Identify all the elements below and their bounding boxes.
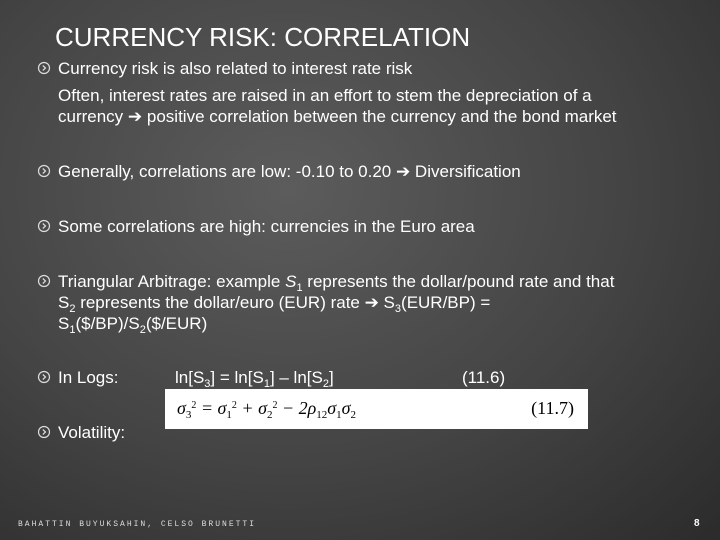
text-run: ] = ln[S: [210, 368, 264, 387]
bullet-icon: [37, 370, 51, 384]
bullet-detail: currency ➔ positive correlation between …: [58, 107, 617, 126]
subscript: 1: [69, 324, 76, 336]
subscript: 2: [69, 303, 76, 315]
text-run: + σ: [236, 398, 267, 418]
subscript: 2: [266, 409, 273, 421]
subscript: 3: [185, 409, 192, 421]
bullet-icon: [37, 61, 51, 75]
text-run: S: [285, 272, 297, 291]
subscript: 3: [394, 303, 402, 315]
text-run: S: [58, 293, 70, 312]
text-run: ($/EUR): [145, 314, 208, 333]
superscript: 2: [191, 400, 197, 411]
bullet-text: S2 represents the dollar/euro (EUR) rate…: [58, 292, 491, 315]
bullet-text: Triangular Arbitrage: example S1 represe…: [58, 271, 615, 294]
text-run: σ: [327, 398, 337, 418]
subscript: 1: [296, 282, 303, 294]
subscript: 2: [322, 378, 329, 390]
equation-number: (11.7): [531, 398, 574, 418]
text-run: σ: [341, 398, 351, 418]
text-run: ln[S: [175, 368, 205, 387]
bullet-icon: [37, 425, 51, 439]
equation-image: σ32 = σ12 + σ22 − 2ρ12σ1σ2 (11.7): [165, 389, 588, 429]
bullet-icon: [37, 164, 51, 178]
text-run: ] – ln[S: [269, 368, 323, 387]
bullet-label: In Logs:: [58, 368, 119, 387]
subscript: 2: [350, 409, 357, 421]
equation-number: (11.6): [462, 368, 506, 387]
superscript: 2: [272, 400, 278, 411]
text-run: σ: [177, 398, 186, 418]
bullet-detail: Often, interest rates are raised in an e…: [58, 86, 592, 105]
text-run: = σ: [196, 398, 227, 418]
text-run: − 2ρ: [277, 398, 317, 418]
title: CURRENCY RISK: CORRELATION: [55, 22, 471, 52]
text-run: (EUR/BP) =: [401, 293, 491, 312]
bullet-text: Generally, correlations are low: -0.10 t…: [58, 162, 521, 181]
bullet-text: Currency risk is also related to interes…: [58, 59, 413, 78]
equation: ln[S3] = ln[S1] – ln[S2]: [175, 367, 334, 390]
subscript: 12: [316, 409, 328, 421]
subscript: 1: [263, 378, 270, 390]
text-run: ($/BP)/S: [75, 314, 140, 333]
subscript: 1: [336, 409, 342, 421]
text-run: represents the dollar/pound rate and tha…: [302, 272, 615, 291]
bullet-text: Some correlations are high: currencies i…: [58, 217, 475, 236]
subscript: 2: [139, 324, 146, 336]
equation: σ32 = σ12 + σ22 − 2ρ12σ1σ2: [177, 398, 357, 421]
text-run: ]: [328, 368, 334, 387]
text-run: S: [58, 314, 70, 333]
bullet-icon: [37, 274, 51, 288]
bullet-label: Volatility:: [58, 423, 126, 442]
page-number: 8: [694, 518, 700, 529]
subscript: 3: [204, 378, 211, 390]
subscript: 1: [226, 409, 232, 421]
superscript: 2: [231, 400, 237, 411]
bullet-icon: [37, 219, 51, 233]
text-run: represents the dollar/euro (EUR) rate ➔ …: [75, 293, 395, 312]
footer-author: BAHATTIN BUYUKSAHIN, CELSO BRUNETTI: [18, 520, 257, 529]
bullet-text: S1($/BP)/S2($/EUR): [58, 313, 208, 336]
text-run: Triangular Arbitrage: example: [58, 272, 286, 291]
